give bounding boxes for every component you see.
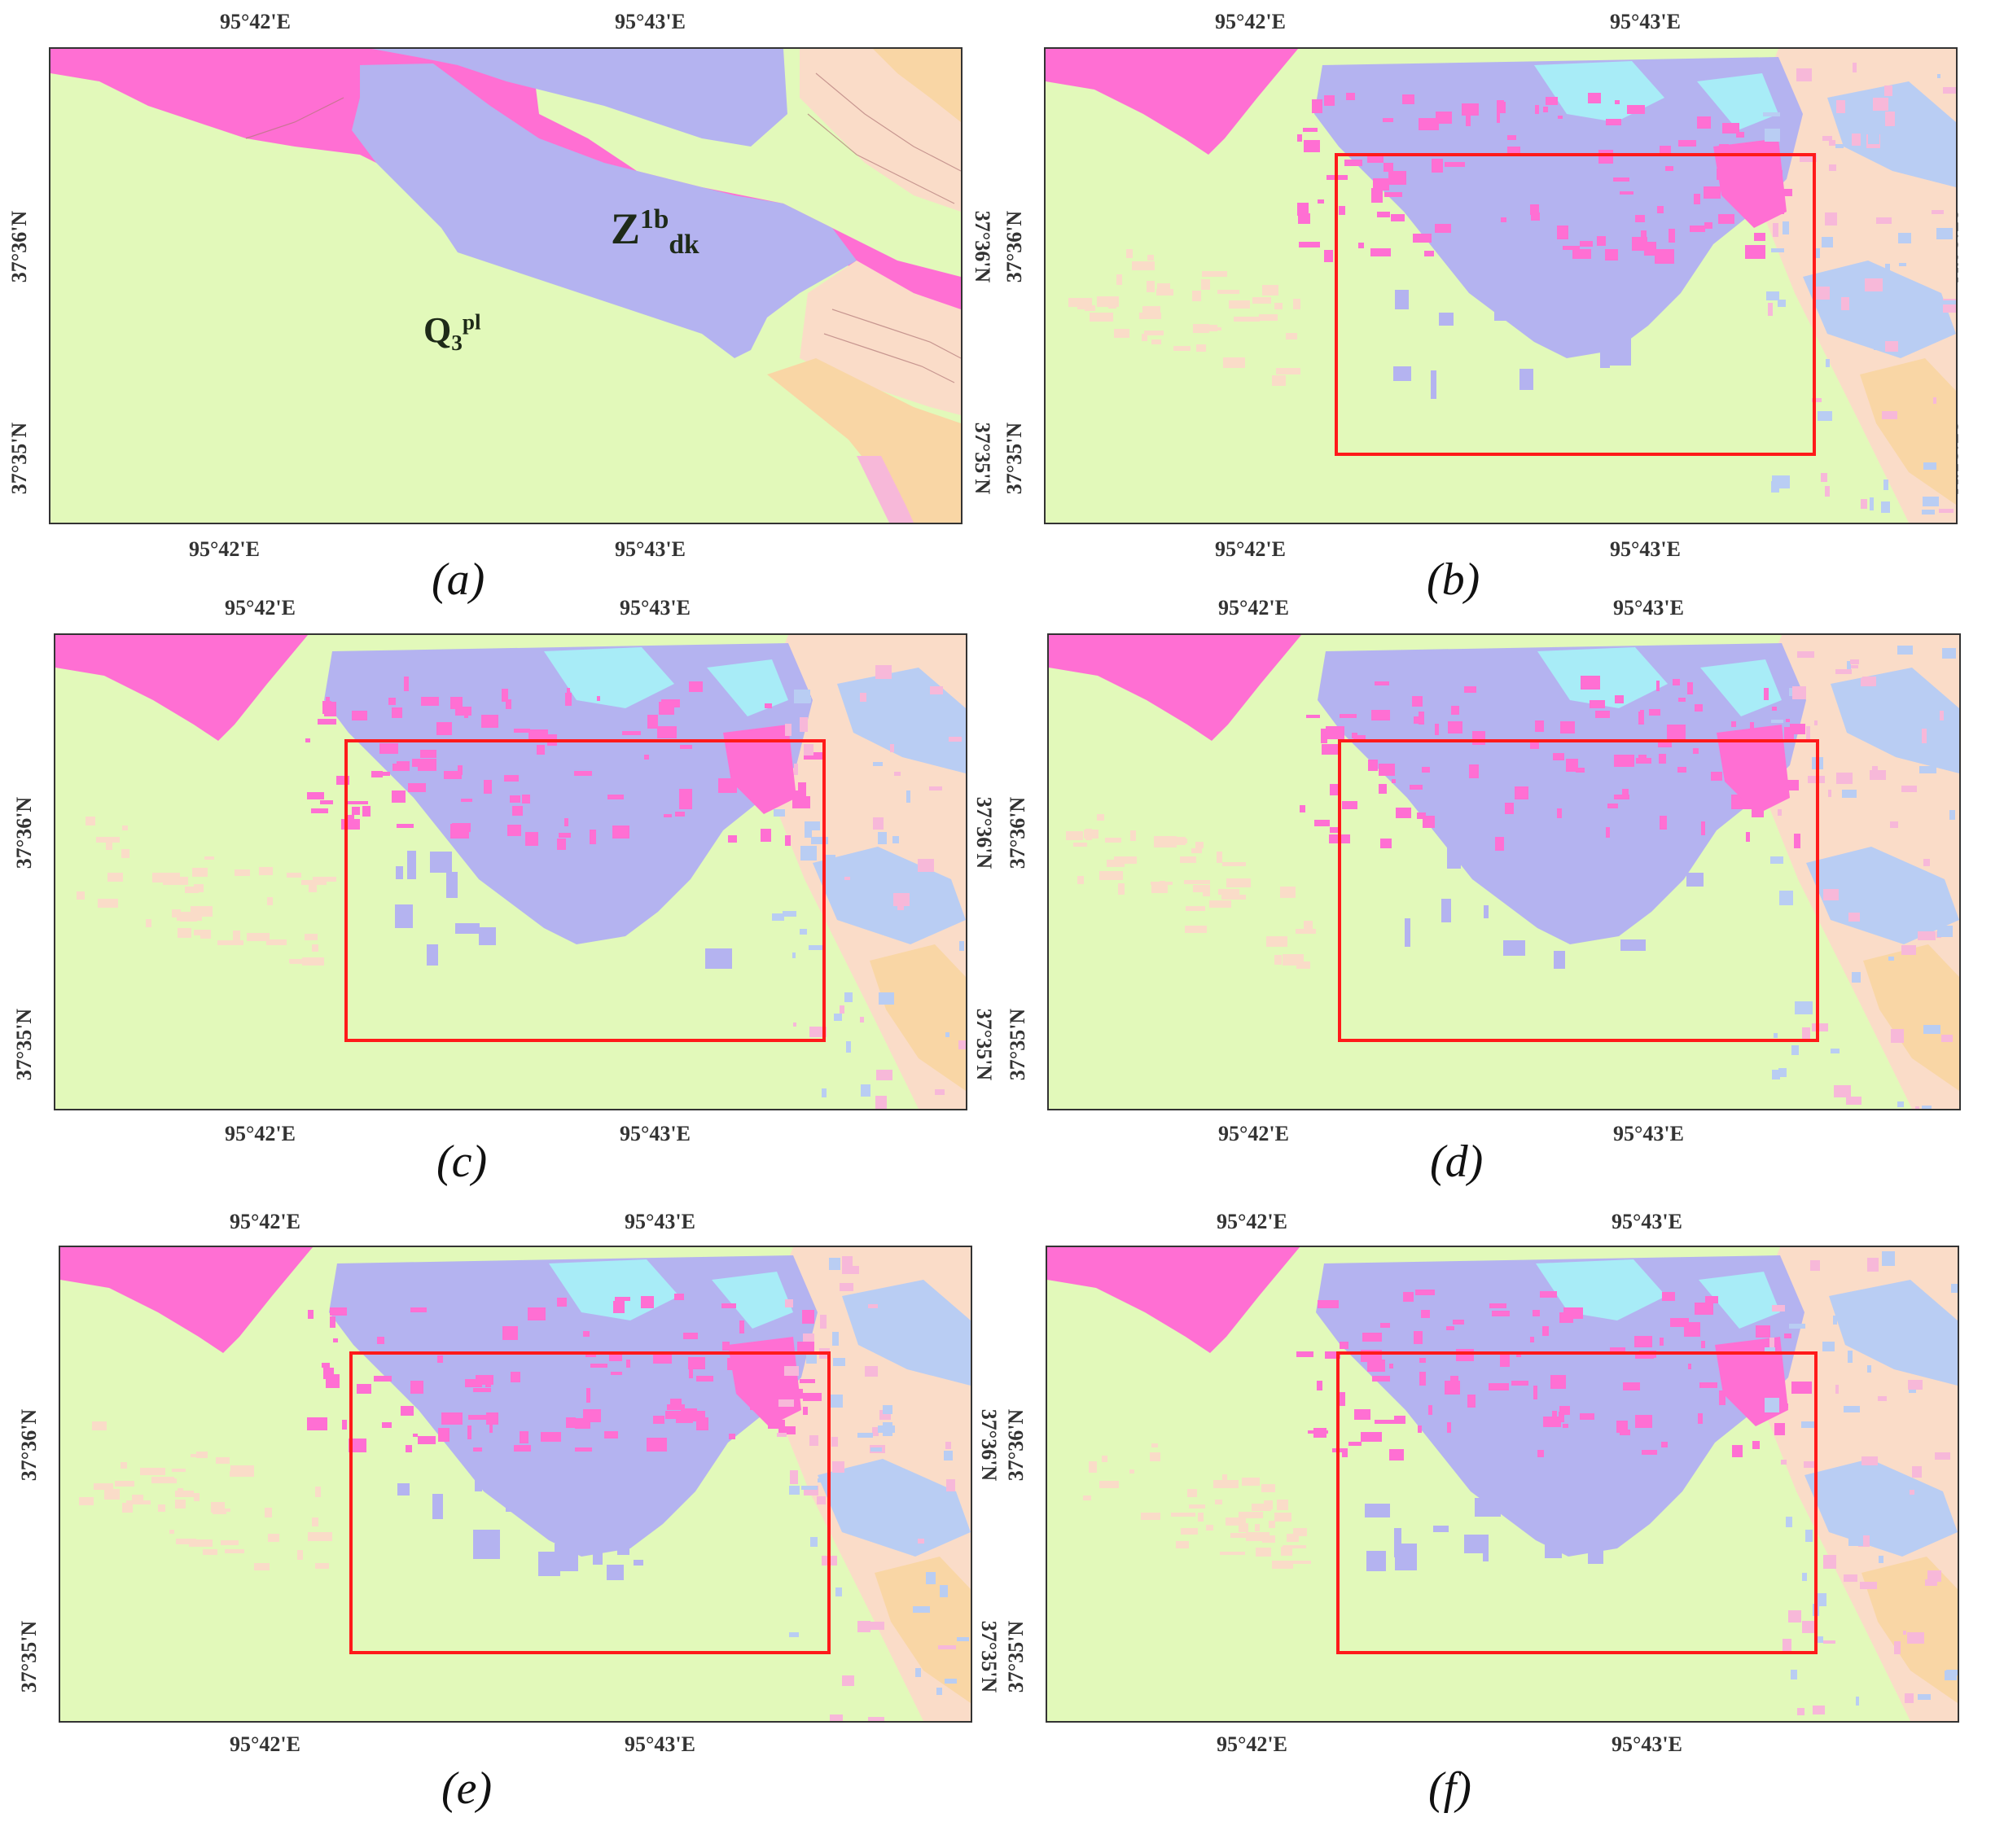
geological-map	[49, 47, 963, 524]
classification-map	[54, 633, 967, 1110]
unit-label-sinian: Z1bdk	[611, 204, 699, 261]
panel-e-caption: (e)	[441, 1763, 493, 1814]
lat-tick-left-1: 37°36'N	[17, 1408, 42, 1482]
lat-tick-left-2: 37°35'N	[17, 1620, 42, 1693]
lat-tick-left-1: 37°36'N	[1004, 1408, 1028, 1482]
validation-box	[1336, 1351, 1818, 1654]
classification-map	[59, 1246, 972, 1723]
result-map-svg	[60, 1247, 971, 1721]
lat-tick-left-2: 37°35'N	[7, 422, 32, 495]
panel-f-caption: (f)	[1428, 1763, 1471, 1814]
lon-tick-top-2: 95°43'E	[1613, 596, 1684, 620]
unit-quaternary-base: Q	[423, 310, 452, 350]
panel-a-caption: (a)	[432, 554, 485, 605]
lat-tick-left-2: 37°35'N	[12, 1008, 37, 1081]
lat-tick-left-1: 37°36'N	[7, 210, 32, 283]
lat-tick-left-2: 37°35'N	[1006, 1008, 1030, 1081]
panel-b-caption: (b)	[1427, 554, 1480, 605]
lon-tick-bottom-2: 95°43'E	[1613, 1122, 1684, 1145]
lat-tick-right-2: 37°35'N	[977, 1620, 1002, 1693]
result-map-svg	[1046, 49, 1956, 523]
validation-box	[1338, 739, 1819, 1042]
lat-tick-right-1: 37°36'N	[972, 796, 997, 869]
lon-tick-bottom-1: 95°42'E	[225, 1122, 296, 1145]
lon-tick-top-1: 95°42'E	[1217, 1210, 1287, 1233]
result-map-svg	[55, 635, 966, 1109]
lon-tick-bottom-2: 95°43'E	[625, 1732, 695, 1756]
classification-map	[1044, 47, 1958, 524]
lat-tick-left-2: 37°35'N	[1002, 422, 1027, 495]
lat-tick-left-2: 37°35'N	[1004, 1620, 1028, 1693]
classification-map	[1047, 633, 1961, 1110]
lon-tick-bottom-1: 95°42'E	[1215, 537, 1286, 561]
panel-d-caption: (d)	[1430, 1136, 1484, 1187]
validation-box	[349, 1351, 831, 1654]
lat-tick-left-1: 37°36'N	[1006, 796, 1030, 869]
unit-sinian-sub: dk	[669, 229, 699, 260]
geological-map-svg	[50, 49, 961, 523]
lat-tick-right-2: 37°35'N	[971, 422, 995, 495]
result-map-svg	[1049, 635, 1959, 1109]
lon-tick-bottom-1: 95°42'E	[230, 1732, 300, 1756]
unit-sinian-sup: 1b	[640, 204, 669, 234]
unit-quaternary-sup: pl	[462, 309, 481, 335]
panel-c-caption: (c)	[436, 1136, 488, 1187]
lon-tick-top-1: 95°42'E	[225, 596, 296, 620]
unit-label-quaternary: Q3pl	[423, 309, 481, 356]
lon-tick-top-2: 95°43'E	[620, 596, 691, 620]
lat-tick-right-1: 37°36'N	[971, 210, 995, 283]
lat-tick-left-1: 37°36'N	[12, 796, 37, 869]
unit-quaternary-sub: 3	[451, 330, 463, 355]
lon-tick-top-1: 95°42'E	[230, 1210, 300, 1233]
lon-tick-top-1: 95°42'E	[1215, 10, 1286, 33]
classification-map	[1046, 1246, 1959, 1723]
lon-tick-top-2: 95°43'E	[1612, 1210, 1682, 1233]
lon-tick-bottom-2: 95°43'E	[1612, 1732, 1682, 1756]
lon-tick-bottom-2: 95°43'E	[615, 537, 686, 561]
lon-tick-top-2: 95°43'E	[625, 1210, 695, 1233]
lat-tick-left-1: 37°36'N	[1002, 210, 1027, 283]
validation-box	[1335, 153, 1816, 456]
lon-tick-bottom-1: 95°42'E	[1217, 1732, 1287, 1756]
lon-tick-bottom-2: 95°43'E	[1610, 537, 1681, 561]
lon-tick-bottom-2: 95°43'E	[620, 1122, 691, 1145]
unit-sinian-base: Z	[611, 204, 641, 253]
lat-tick-right-2: 37°35'N	[972, 1008, 997, 1081]
validation-box	[344, 739, 826, 1042]
result-map-svg	[1047, 1247, 1958, 1721]
lon-tick-top-1: 95°42'E	[220, 10, 291, 33]
lon-tick-top-2: 95°43'E	[1610, 10, 1681, 33]
lon-tick-top-1: 95°42'E	[1218, 596, 1289, 620]
lon-tick-top-2: 95°43'E	[615, 10, 686, 33]
lon-tick-bottom-1: 95°42'E	[1218, 1122, 1289, 1145]
lon-tick-bottom-1: 95°42'E	[189, 537, 260, 561]
lat-tick-right-1: 37°36'N	[977, 1408, 1002, 1482]
